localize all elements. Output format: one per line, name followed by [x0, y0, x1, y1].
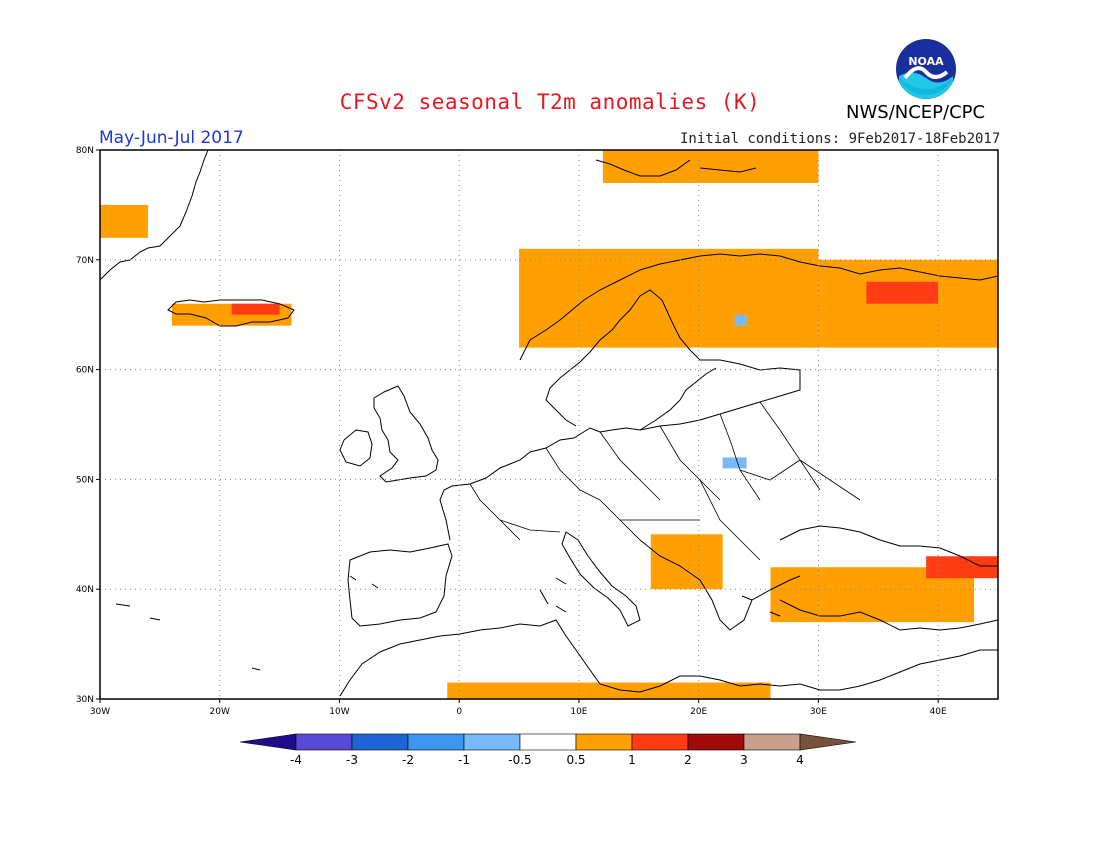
- colorbar-low-extend: [239, 733, 297, 751]
- colorbar-swatch: [575, 733, 633, 751]
- x-tick-label: 0: [456, 707, 462, 717]
- scandinavia-coast: [519, 253, 999, 361]
- balkan-coast: [639, 539, 801, 631]
- anomaly-region: [734, 314, 747, 326]
- colorbar-swatch: [631, 733, 689, 751]
- colorbar-label: 4: [796, 753, 804, 767]
- anomaly-cells: [100, 150, 998, 699]
- colorbar-label: 0.5: [566, 753, 585, 767]
- greenland-coast: [99, 149, 209, 281]
- y-tick-label: 30N: [76, 695, 94, 705]
- colorbar-label: 1: [628, 753, 636, 767]
- svalbard-coast: [595, 159, 757, 177]
- y-tick-label: 40N: [76, 585, 94, 595]
- noaa-logo: NOAA: [896, 39, 956, 99]
- colorbar-swatch: [351, 733, 409, 751]
- coastlines: [99, 149, 999, 697]
- y-tick-label: 60N: [76, 366, 94, 376]
- anomaly-region: [231, 303, 280, 315]
- colorbar-label: -4: [290, 753, 302, 767]
- x-tick-label: 10W: [329, 707, 349, 717]
- y-tick-label: 70N: [76, 256, 94, 266]
- anomaly-region: [722, 457, 747, 469]
- colorbar: -4 -3 -2 -1 -0.5 0.5 1 2 3 4: [239, 733, 857, 767]
- x-tick-label: 20W: [210, 707, 230, 717]
- x-tick-label: 20E: [690, 707, 707, 717]
- italy-coast: [561, 531, 641, 627]
- anomaly-region: [866, 281, 939, 304]
- y-tick-label: 50N: [76, 475, 94, 485]
- colorbar-high-extend: [799, 733, 857, 751]
- islands: [115, 575, 781, 671]
- colorbar-swatch: [295, 733, 353, 751]
- colorbar-label: -0.5: [508, 753, 531, 767]
- y-tick-label: 80N: [76, 146, 94, 156]
- anomaly-region: [602, 150, 819, 183]
- anomaly-region: [650, 534, 723, 590]
- borders: [469, 401, 861, 561]
- x-tick-label: 30W: [90, 707, 110, 717]
- colorbar-swatch: [519, 733, 577, 751]
- anomaly-region: [519, 248, 819, 348]
- colorbar-swatch: [407, 733, 465, 751]
- colorbar-label: 3: [740, 753, 748, 767]
- turkey-coast: [779, 599, 999, 631]
- forecast-period: May-Jun-Jul 2017: [99, 128, 244, 148]
- map-title: CFSv2 seasonal T2m anomalies (K): [339, 90, 761, 114]
- africa-coast: [339, 619, 998, 697]
- agency-label: NWS/NCEP/CPC: [846, 102, 986, 123]
- initial-conditions: Initial conditions: 9Feb2017-18Feb2017: [680, 131, 1001, 147]
- europe-coast: [439, 289, 801, 541]
- britain-coast: [373, 385, 439, 483]
- colorbar-label: -2: [402, 753, 414, 767]
- colorbar-label: 2: [684, 753, 692, 767]
- colorbar-label: -1: [458, 753, 470, 767]
- ireland-coast: [339, 429, 373, 467]
- colorbar-swatch: [687, 733, 745, 751]
- baltic-coast: [639, 367, 717, 431]
- map-frame: [99, 149, 999, 700]
- colorbar-swatch: [743, 733, 801, 751]
- colorbar-swatch: [463, 733, 521, 751]
- anomaly-region: [100, 204, 148, 238]
- x-tick-label: 30E: [810, 707, 827, 717]
- logo-text: NOAA: [908, 55, 944, 68]
- x-tick-label: 10E: [570, 707, 587, 717]
- anomaly-region: [447, 682, 771, 699]
- iberia-coast: [347, 543, 453, 627]
- iceland-coast: [167, 299, 295, 327]
- colorbar-label: -3: [346, 753, 358, 767]
- blacksea-coast: [779, 525, 998, 567]
- anomaly-region: [926, 556, 998, 579]
- x-tick-label: 40E: [930, 707, 947, 717]
- axis-ticks: 30W 20W 10W 0 10E 20E 30E 40E 30N 40N 50N 60N 70N 80N: [76, 146, 947, 717]
